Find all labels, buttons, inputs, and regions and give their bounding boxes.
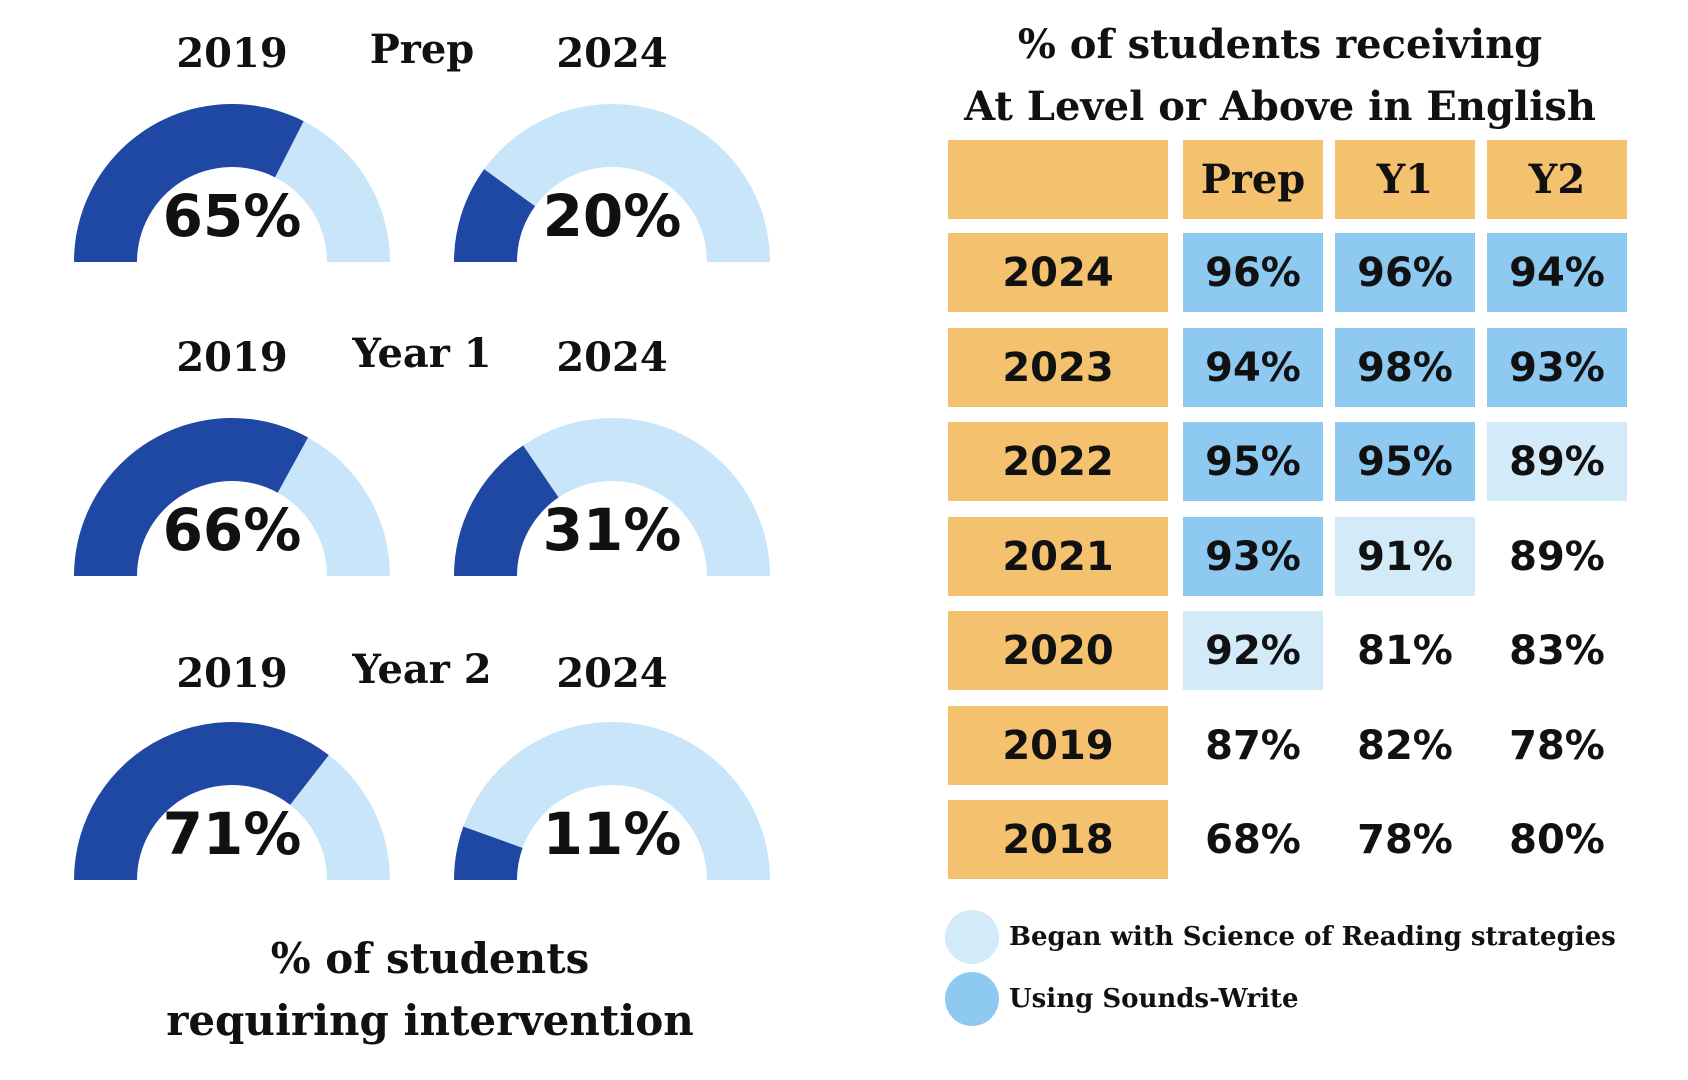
intervention-caption-line2: requiring intervention [166, 996, 694, 1045]
gauge-value-prep-2024: 20% [542, 182, 682, 250]
intervention-caption-line1: % of students [270, 934, 590, 983]
gauge-year-year-1-2019: 2019 [176, 334, 288, 381]
table-row-year-2021: 2021 [948, 517, 1168, 596]
gauge-fill-year-1-2024 [454, 445, 559, 576]
gauge-year-year-2-2024: 2024 [556, 650, 668, 697]
gauge-year-prep-2019: 2019 [176, 30, 288, 77]
table-cell-2020-prep: 92% [1183, 611, 1323, 690]
table-cell-2018-y1: 78% [1357, 816, 1453, 863]
gauge-value-year-1-2019: 66% [162, 496, 302, 564]
gauge-value-year-2-2019: 71% [162, 800, 302, 868]
legend-swatch-sor [945, 910, 999, 964]
table-header-y2: Y2 [1487, 140, 1627, 219]
gauge-fill-year-1-2019 [74, 418, 309, 576]
table-title-line1: % of students receiving [1017, 21, 1543, 68]
table-cell-2022-prep: 95% [1183, 422, 1323, 501]
table-row-year-2020: 2020 [948, 611, 1168, 690]
gauge-track-year-1-2019 [277, 437, 390, 576]
gauge-fill-prep-2024 [454, 169, 536, 262]
gauge-track-year-1-2024 [523, 417, 770, 576]
table-cell-2023-y2: 93% [1487, 328, 1627, 407]
table-cell-2018-prep: 68% [1205, 816, 1301, 863]
table-header-y1: Y1 [1335, 140, 1475, 219]
legend-item-sw: Using Sounds-Write [945, 972, 1299, 1026]
gauge-group-year-2: Year 2 [352, 646, 492, 693]
gauge-track-year-2-2019 [290, 755, 390, 880]
table-cell-2022-y2: 89% [1487, 422, 1627, 501]
gauge-group-year-1: Year 1 [352, 330, 492, 377]
legend-item-sor: Began with Science of Reading strategies [945, 910, 1616, 964]
table-cell-2023-y1: 98% [1335, 328, 1475, 407]
gauge-track-prep-2019 [275, 121, 390, 262]
table-cell-2018-y2: 80% [1509, 816, 1605, 863]
table-cell-2023-prep: 94% [1183, 328, 1323, 407]
gauge-fill-year-2-2024 [454, 826, 523, 880]
table-cell-2019-y1: 82% [1357, 722, 1453, 769]
table-cell-2020-y2: 83% [1509, 627, 1605, 674]
table-row-year-2019: 2019 [948, 706, 1168, 785]
gauge-value-year-2-2024: 11% [542, 800, 682, 868]
gauge-value-year-1-2024: 31% [542, 496, 682, 564]
table-cell-2021-y1: 91% [1335, 517, 1475, 596]
table-cell-2019-y2: 78% [1509, 722, 1605, 769]
legend-swatch-sw [945, 972, 999, 1026]
gauge-year-prep-2024: 2024 [556, 30, 668, 77]
table-row-year-2022: 2022 [948, 422, 1168, 501]
table-row-year-2023: 2023 [948, 328, 1168, 407]
intervention-caption: % of students requiring intervention [130, 928, 730, 1052]
table-row-year-2024: 2024 [948, 233, 1168, 312]
gauge-fill-year-2-2019 [74, 722, 329, 880]
gauge-value-prep-2019: 65% [162, 182, 302, 250]
table-cell-2022-y1: 95% [1335, 422, 1475, 501]
gauge-group-prep: Prep [369, 26, 475, 73]
table-cell-2021-prep: 93% [1183, 517, 1323, 596]
legend-label-sor: Began with Science of Reading strategies [1009, 922, 1616, 952]
table-title-line2: At Level or Above in English [964, 83, 1596, 130]
table-cell-2024-y1: 96% [1335, 233, 1475, 312]
table-cell-2024-y2: 94% [1487, 233, 1627, 312]
table-cell-2021-y2: 89% [1509, 533, 1605, 580]
table-header-corner [948, 140, 1168, 219]
table-cell-2024-prep: 96% [1183, 233, 1323, 312]
table-cell-2019-prep: 87% [1205, 722, 1301, 769]
gauge-track-prep-2024 [484, 104, 770, 262]
gauge-fill-prep-2019 [74, 104, 304, 262]
gauge-track-year-2-2024 [463, 722, 770, 880]
gauge-year-year-1-2024: 2024 [556, 334, 668, 381]
table-row-year-2018: 2018 [948, 800, 1168, 879]
table-cell-2020-y1: 81% [1357, 627, 1453, 674]
table-header-prep: Prep [1183, 140, 1323, 219]
gauge-year-year-2-2019: 2019 [176, 650, 288, 697]
legend-label-sw: Using Sounds-Write [1009, 984, 1299, 1014]
table-title: % of students receiving At Level or Abov… [920, 14, 1640, 138]
